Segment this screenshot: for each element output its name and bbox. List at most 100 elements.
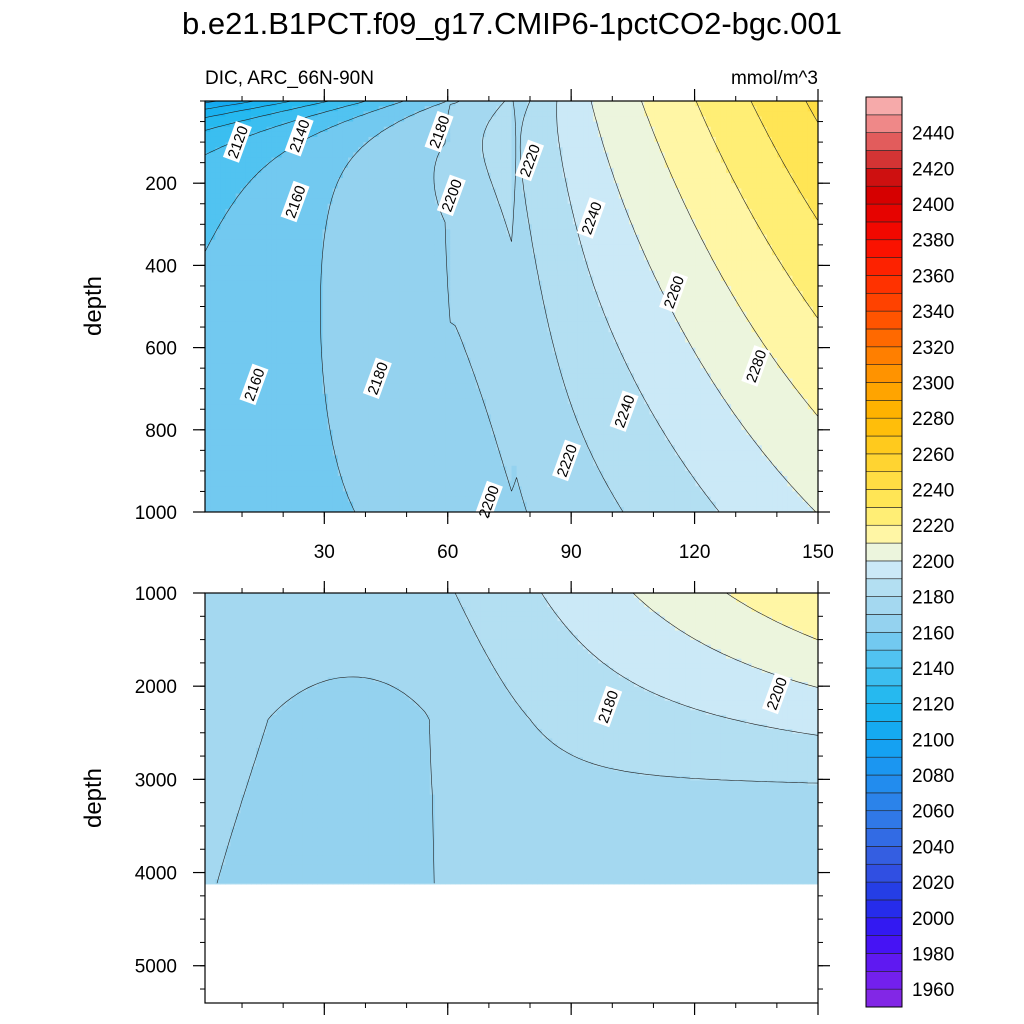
colorbar-swatch — [865, 596, 903, 615]
colorbar-swatch — [865, 578, 903, 597]
colorbar-swatch — [865, 489, 903, 508]
colorbar-label: 2320 — [912, 338, 954, 359]
colorbar-swatch — [865, 382, 903, 401]
colorbar-swatch — [865, 96, 903, 116]
upper-y-tick-label: 1000 — [135, 503, 177, 524]
colorbar-swatch — [865, 221, 903, 241]
colorbar-swatch — [865, 917, 903, 936]
lower-contour-lines — [205, 593, 818, 885]
colorbar-swatch — [865, 524, 903, 544]
upper-y-tick-label: 800 — [145, 421, 177, 442]
colorbar-swatch — [865, 168, 903, 187]
colorbar-swatch — [865, 275, 903, 294]
colorbar-label: 2040 — [912, 837, 954, 858]
lower-y-axis-label: depth — [80, 768, 107, 828]
colorbar-swatch — [865, 435, 903, 455]
colorbar-label: 2420 — [912, 159, 954, 180]
colorbar-label: 2120 — [912, 695, 954, 716]
colorbar-swatch — [865, 328, 903, 348]
colorbar-swatch — [865, 471, 903, 490]
colorbar-label: 2020 — [912, 873, 954, 894]
colorbar-label: 1960 — [912, 980, 954, 1001]
x-tick-label: 90 — [561, 542, 582, 563]
colorbar-swatch — [865, 899, 903, 919]
colorbar-swatch — [865, 185, 903, 205]
colorbar-swatch — [865, 507, 903, 526]
colorbar-swatch — [865, 685, 903, 704]
colorbar-swatch — [865, 667, 903, 687]
colorbar-label: 2160 — [912, 623, 954, 644]
upper-y-tick-label: 200 — [145, 174, 177, 195]
colorbar-swatch — [865, 453, 903, 472]
colorbar-label: 2240 — [912, 481, 954, 502]
colorbar-swatch — [865, 792, 903, 812]
colorbar-swatch — [865, 292, 903, 312]
colorbar-swatch — [865, 863, 903, 883]
colorbar-swatch — [865, 935, 903, 954]
colorbar-swatch — [865, 810, 903, 829]
lower-y-tick-label: 5000 — [135, 957, 177, 978]
upper-y-axis-label: depth — [80, 276, 107, 336]
colorbar-swatch — [865, 364, 903, 383]
colorbar-label: 2440 — [912, 124, 954, 145]
colorbar-swatch — [865, 542, 903, 562]
x-tick-label: 150 — [802, 542, 834, 563]
colorbar-swatch — [865, 203, 903, 223]
colorbar-swatch — [865, 703, 903, 722]
colorbar: 2440 2420 2400 2380 2360 2340 2320 2300 2280 2260… — [865, 96, 954, 1008]
colorbar-label: 2280 — [912, 409, 954, 430]
colorbar-swatch — [865, 756, 903, 776]
colorbar-label: 1980 — [912, 944, 954, 965]
lower-contour-fill — [205, 593, 818, 885]
colorbar-label: 2360 — [912, 266, 954, 287]
colorbar-swatch — [865, 953, 903, 972]
colorbar-swatch — [865, 114, 903, 133]
colorbar-swatch — [865, 846, 903, 865]
lower-y-axis: 1000 2000 3000 4000 5000 — [135, 584, 830, 990]
colorbar-swatch — [865, 310, 903, 330]
upper-contour-fill — [205, 101, 818, 512]
colorbar-swatch — [865, 560, 903, 580]
upper-y-tick-label: 600 — [145, 339, 177, 360]
colorbar-swatch — [865, 971, 903, 990]
colorbar-label: 2300 — [912, 373, 954, 394]
upper-y-tick-label: 400 — [145, 256, 177, 277]
colorbar-swatch — [865, 132, 903, 151]
colorbar-label: 2380 — [912, 231, 954, 252]
colorbar-label: 2000 — [912, 909, 954, 930]
colorbar-label: 2060 — [912, 802, 954, 823]
lower-x-ticks — [241, 581, 819, 1015]
colorbar-label: 2180 — [912, 588, 954, 609]
lower-y-tick-label: 1000 — [135, 584, 177, 605]
colorbar-swatch — [865, 881, 903, 901]
colorbar-label: 2100 — [912, 730, 954, 751]
colorbar-swatch — [865, 774, 903, 794]
lower-frame — [204, 592, 819, 1004]
colorbar-label: 2400 — [912, 195, 954, 216]
colorbar-swatch — [865, 417, 903, 437]
colorbar-swatch — [865, 346, 903, 365]
colorbar-swatch — [865, 739, 903, 758]
colorbar-swatch — [865, 721, 903, 740]
chart-title: b.e21.B1PCT.f09_g17.CMIP6-1pctCO2-bgc.00… — [182, 6, 842, 41]
colorbar-swatch — [865, 400, 903, 419]
chart-subtitle: DIC, ARC_66N-90N — [205, 68, 374, 89]
colorbar-label: 2140 — [912, 659, 954, 680]
lower-y-tick-label: 3000 — [135, 770, 177, 791]
colorbar-label: 2220 — [912, 516, 954, 537]
colorbar-swatch — [865, 631, 903, 651]
x-tick-label: 60 — [437, 542, 458, 563]
colorbar-swatch — [865, 257, 903, 276]
colorbar-swatch — [865, 988, 903, 1008]
upper-y-axis: 200 400 600 800 1000 — [135, 100, 830, 524]
colorbar-swatch — [865, 828, 903, 847]
colorbar-swatch — [865, 614, 903, 633]
colorbar-swatch — [865, 239, 903, 258]
colorbar-swatch — [865, 649, 903, 669]
colorbar-swatch — [865, 150, 903, 169]
colorbar-label: 2200 — [912, 552, 954, 573]
colorbar-label: 2340 — [912, 302, 954, 323]
lower-y-tick-label: 4000 — [135, 864, 177, 885]
x-axis: 30 60 90 120 150 — [241, 89, 834, 563]
